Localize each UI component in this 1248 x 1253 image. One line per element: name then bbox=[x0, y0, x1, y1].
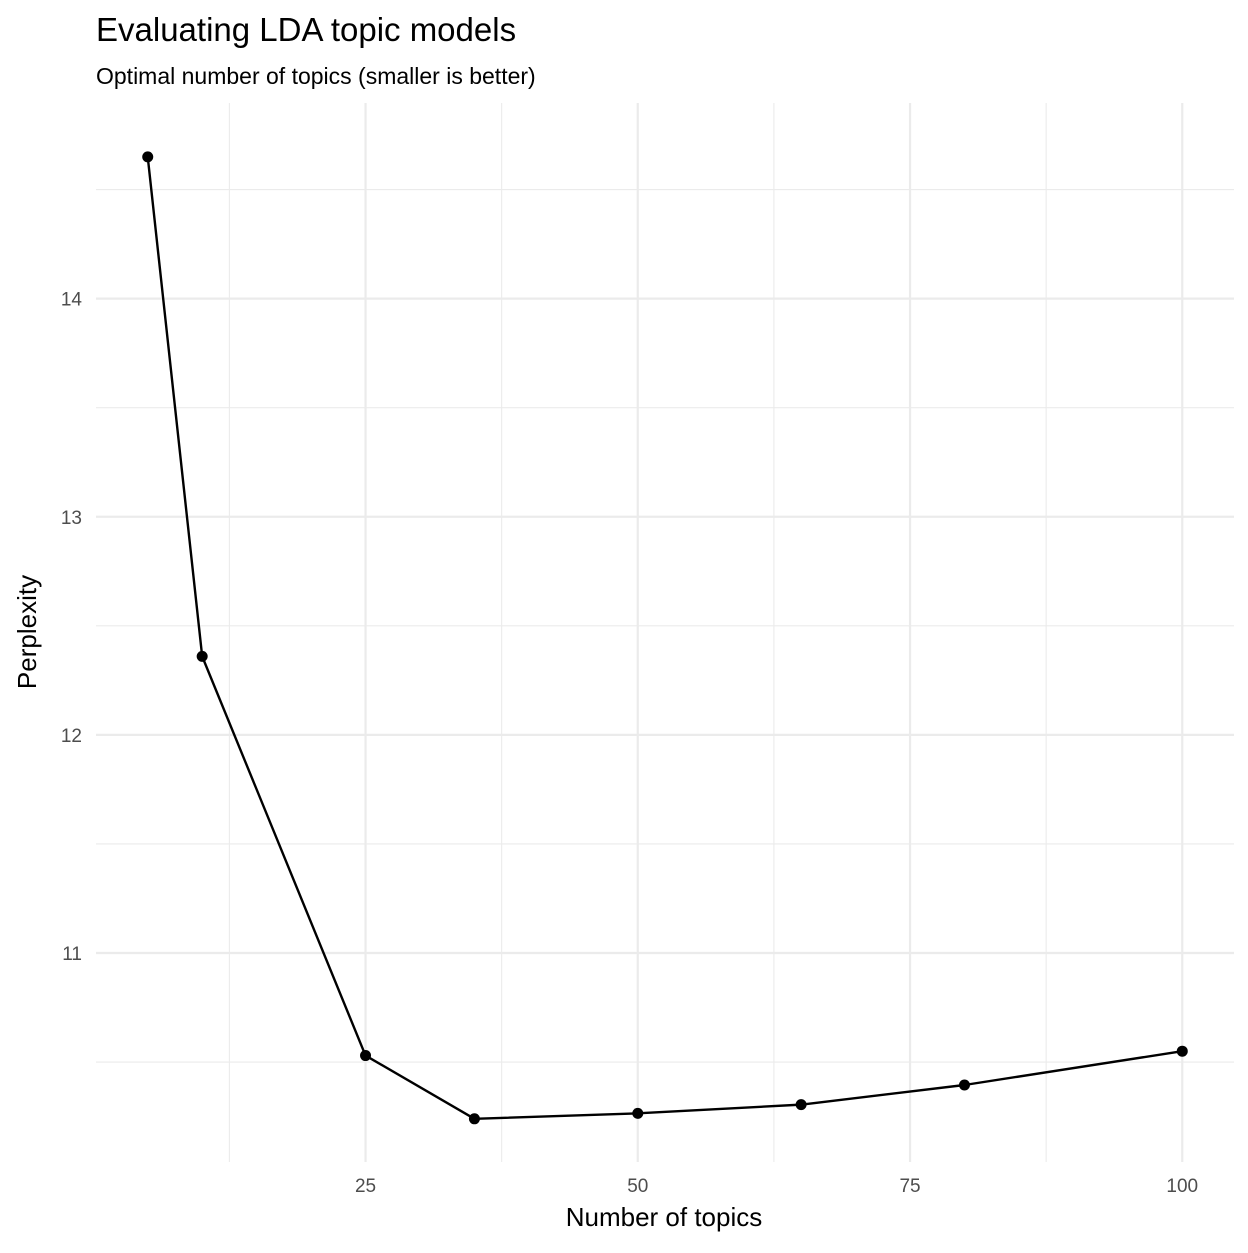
x-tick-label: 100 bbox=[1166, 1176, 1198, 1197]
x-tick-label: 75 bbox=[899, 1176, 920, 1197]
y-axis-title: Perplexity bbox=[12, 575, 42, 689]
x-axis-tick-labels: 25 50 75 100 bbox=[355, 1176, 1198, 1197]
data-point bbox=[360, 1050, 372, 1062]
series-line bbox=[146, 156, 1183, 1121]
series-layer bbox=[146, 156, 1183, 1121]
x-tick-label: 50 bbox=[627, 1176, 648, 1197]
data-point bbox=[795, 1099, 807, 1111]
chart-title: Evaluating LDA topic models bbox=[96, 11, 516, 48]
minor-gridlines bbox=[96, 103, 1234, 1162]
x-axis-title: Number of topics bbox=[566, 1202, 763, 1232]
data-point bbox=[142, 151, 154, 163]
y-tick-label: 14 bbox=[61, 290, 83, 311]
data-point bbox=[958, 1079, 970, 1091]
y-tick-label: 12 bbox=[61, 726, 82, 747]
y-tick-label: 11 bbox=[62, 944, 82, 965]
data-point bbox=[468, 1113, 480, 1125]
data-point bbox=[196, 650, 208, 662]
y-tick-label: 13 bbox=[61, 508, 82, 529]
chart-subtitle: Optimal number of topics (smaller is bet… bbox=[96, 63, 536, 89]
x-tick-label: 25 bbox=[355, 1176, 376, 1197]
y-axis-tick-labels: 11 12 13 14 bbox=[61, 290, 83, 965]
data-point bbox=[632, 1107, 644, 1119]
points-layer bbox=[142, 151, 1188, 1125]
data-point bbox=[1176, 1045, 1188, 1057]
major-gridlines bbox=[96, 103, 1234, 1162]
